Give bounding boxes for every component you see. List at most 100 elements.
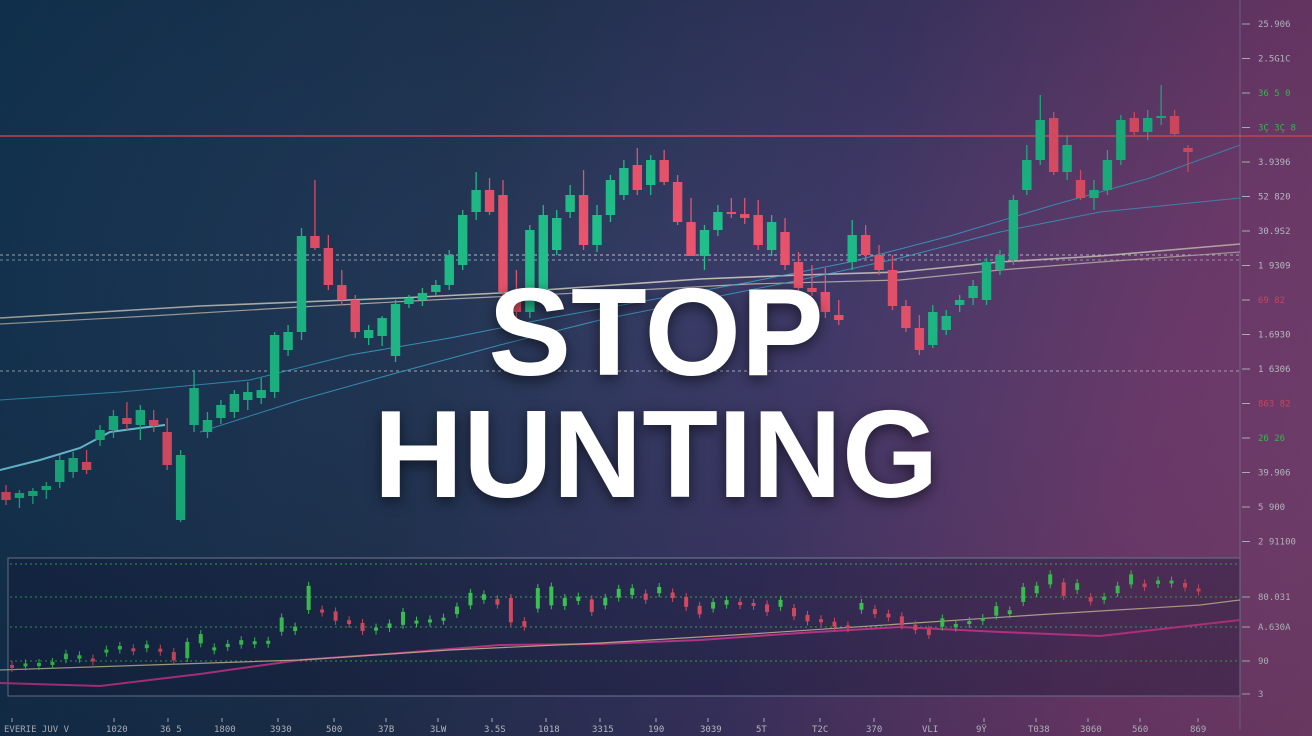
candlesticks <box>1 85 1193 522</box>
volume-candle <box>441 617 446 621</box>
candle-bull <box>363 330 374 338</box>
glow-trend-line <box>0 424 166 471</box>
candle-bear <box>740 214 750 218</box>
volume-candle <box>212 647 217 651</box>
candle-bull <box>269 335 280 392</box>
candle-bull <box>404 298 414 304</box>
volume-candle <box>953 624 958 628</box>
volume-candle <box>158 648 163 652</box>
volume-candle <box>252 641 257 645</box>
candle-bull <box>552 218 562 250</box>
candle-bull <box>1062 145 1072 172</box>
moving-average-line <box>199 197 1241 433</box>
price-axis-label: 52 820 <box>1258 193 1291 203</box>
candle-bull <box>766 222 777 250</box>
volume-candle <box>1075 583 1080 590</box>
candle-bull <box>646 160 656 185</box>
volume-candle <box>185 641 190 659</box>
price-axis-label: 1 6306 <box>1258 365 1291 375</box>
price-axis-label: 3Ç 3Ç 8 <box>1258 124 1296 134</box>
time-axis-label: T2C <box>812 725 828 735</box>
candle-bull <box>202 420 213 432</box>
volume-candle <box>1021 587 1026 602</box>
volume-candle <box>77 655 82 659</box>
time-axis-label: EVERIE JUV V <box>4 725 70 735</box>
time-axis-label: VLI <box>922 725 938 735</box>
price-axis-label: 25.906 <box>1258 20 1291 30</box>
volume-candle <box>576 596 581 601</box>
time-axis-label: 190 <box>648 725 664 735</box>
time-axis-label: 869 <box>1190 725 1206 735</box>
volume-candle <box>670 592 675 599</box>
candle-bear <box>162 432 172 465</box>
candle-bear <box>793 262 804 288</box>
volume-candle <box>468 592 473 606</box>
candle-bear <box>511 290 522 312</box>
volume-candle <box>980 617 985 621</box>
volume-candle <box>239 640 244 645</box>
volume-candle <box>266 640 271 644</box>
candle-bull <box>1035 120 1045 160</box>
price-axis-label: 36 5 0 <box>1258 89 1291 99</box>
candle-bear <box>914 328 925 350</box>
moving-average-line <box>0 251 1241 325</box>
volume-candle <box>630 588 635 595</box>
candle-bear <box>672 182 683 222</box>
volume-candle <box>131 648 136 652</box>
candle-bull <box>981 262 992 300</box>
volume-axis-label: 80.031 <box>1258 593 1291 603</box>
volume-candle <box>36 663 41 667</box>
volume-candle <box>778 599 783 607</box>
candle-bear <box>860 235 871 255</box>
price-axis-label: 26 26 <box>1258 434 1285 444</box>
price-axis-label: 69 82 <box>1258 296 1285 306</box>
volume-candle <box>10 665 14 668</box>
volume-candle <box>940 618 945 627</box>
candle-bull <box>431 285 441 292</box>
candle-bear <box>350 300 360 332</box>
candle-bear <box>874 255 884 270</box>
volume-candle <box>643 593 648 600</box>
candle-bear <box>887 270 898 306</box>
candle-bear <box>122 418 132 424</box>
volume-candle <box>886 613 891 618</box>
candle-bull <box>417 293 428 300</box>
volume-axis-label: 3 <box>1258 690 1263 700</box>
headline-line-2: HUNTING <box>373 386 939 524</box>
volume-candle <box>454 606 459 615</box>
volume-candle <box>589 599 594 612</box>
candle-bull <box>699 230 710 256</box>
candle-bear <box>1048 118 1059 172</box>
volume-candle <box>414 620 419 624</box>
candle-bull <box>471 190 481 212</box>
candle-bear <box>337 285 347 300</box>
volume-candle <box>657 586 662 594</box>
candle-bull <box>1102 160 1113 190</box>
candle-bull <box>14 493 25 498</box>
candle-bull <box>28 491 38 496</box>
volume-candle <box>104 649 109 653</box>
candle-bull <box>243 392 253 400</box>
volume-candle <box>320 609 325 613</box>
candle-bear <box>726 212 737 214</box>
candle-bear <box>498 195 508 292</box>
volume-candle <box>495 599 500 605</box>
time-axis-label: T038 <box>1028 725 1050 735</box>
volume-candle <box>50 661 55 665</box>
volume-candle <box>23 663 28 667</box>
candle-bear <box>1183 148 1193 152</box>
volume-candle <box>1129 574 1134 585</box>
candle-bear <box>659 160 669 182</box>
candle-bull <box>189 388 199 425</box>
time-axis-label: 37B <box>378 725 394 735</box>
volume-trend-line <box>0 599 1241 671</box>
candle-bear <box>578 195 589 245</box>
volume-candle <box>427 619 432 623</box>
volume-candle <box>994 606 999 616</box>
volume-candle <box>481 594 486 600</box>
price-axis: 25.906 2.5G1C 36 5 0 3Ç 3Ç 8 3.9396 52 820 30.… <box>1242 20 1296 548</box>
candle-bear <box>820 292 831 312</box>
candle-bull <box>296 236 307 332</box>
